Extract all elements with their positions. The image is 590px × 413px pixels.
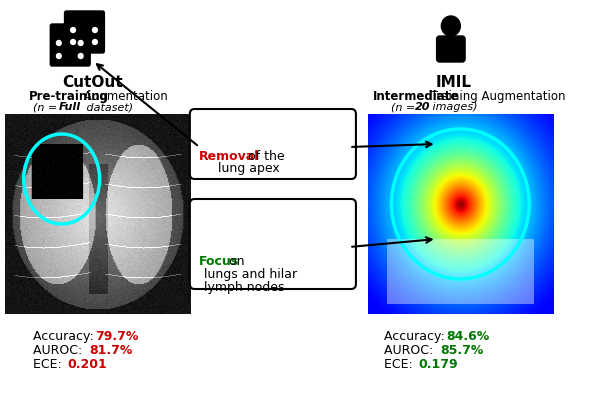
Text: IMIL: IMIL xyxy=(435,75,471,90)
Text: (n =: (n = xyxy=(33,102,61,112)
Text: 79.7%: 79.7% xyxy=(95,329,138,342)
FancyBboxPatch shape xyxy=(190,199,356,289)
Text: Intermediate: Intermediate xyxy=(373,90,460,103)
Circle shape xyxy=(78,55,83,59)
Text: CutOut: CutOut xyxy=(63,75,123,90)
Text: lymph nodes: lymph nodes xyxy=(204,280,284,293)
Text: lung apex: lung apex xyxy=(218,161,280,175)
Text: ECE:: ECE: xyxy=(385,357,417,370)
Text: Training Augmentation: Training Augmentation xyxy=(427,90,566,103)
Text: (n =: (n = xyxy=(391,102,419,112)
Circle shape xyxy=(71,28,76,33)
Circle shape xyxy=(78,41,83,46)
Text: lungs and hilar: lungs and hilar xyxy=(204,267,297,280)
Text: ECE:: ECE: xyxy=(33,357,66,370)
Text: Full: Full xyxy=(59,102,81,112)
Circle shape xyxy=(57,55,61,59)
Circle shape xyxy=(93,28,97,33)
Text: AUROC:: AUROC: xyxy=(33,343,87,356)
FancyBboxPatch shape xyxy=(437,37,465,63)
FancyBboxPatch shape xyxy=(50,25,90,67)
Text: dataset): dataset) xyxy=(83,102,133,112)
Circle shape xyxy=(93,40,97,45)
Circle shape xyxy=(455,51,460,55)
FancyBboxPatch shape xyxy=(190,110,356,180)
Text: on: on xyxy=(225,254,244,267)
Text: 85.7%: 85.7% xyxy=(440,343,484,356)
Text: images): images) xyxy=(429,102,477,112)
Circle shape xyxy=(57,41,61,46)
Text: AUROC:: AUROC: xyxy=(385,343,438,356)
Text: Focus: Focus xyxy=(199,254,240,267)
Text: 0.179: 0.179 xyxy=(418,357,458,370)
Circle shape xyxy=(71,40,76,45)
Circle shape xyxy=(442,51,446,55)
Text: 20: 20 xyxy=(415,102,430,112)
Text: Augmentation: Augmentation xyxy=(80,90,168,103)
Text: 84.6%: 84.6% xyxy=(446,329,489,342)
Text: Accuracy:: Accuracy: xyxy=(33,329,98,342)
Text: 0.201: 0.201 xyxy=(67,357,107,370)
FancyBboxPatch shape xyxy=(64,12,104,54)
Text: of the: of the xyxy=(244,150,284,163)
Text: Accuracy:: Accuracy: xyxy=(385,329,449,342)
Circle shape xyxy=(441,17,460,37)
FancyBboxPatch shape xyxy=(387,240,535,304)
Text: Removal: Removal xyxy=(199,150,260,163)
Text: 81.7%: 81.7% xyxy=(89,343,133,356)
Text: Pre-training: Pre-training xyxy=(28,90,109,103)
